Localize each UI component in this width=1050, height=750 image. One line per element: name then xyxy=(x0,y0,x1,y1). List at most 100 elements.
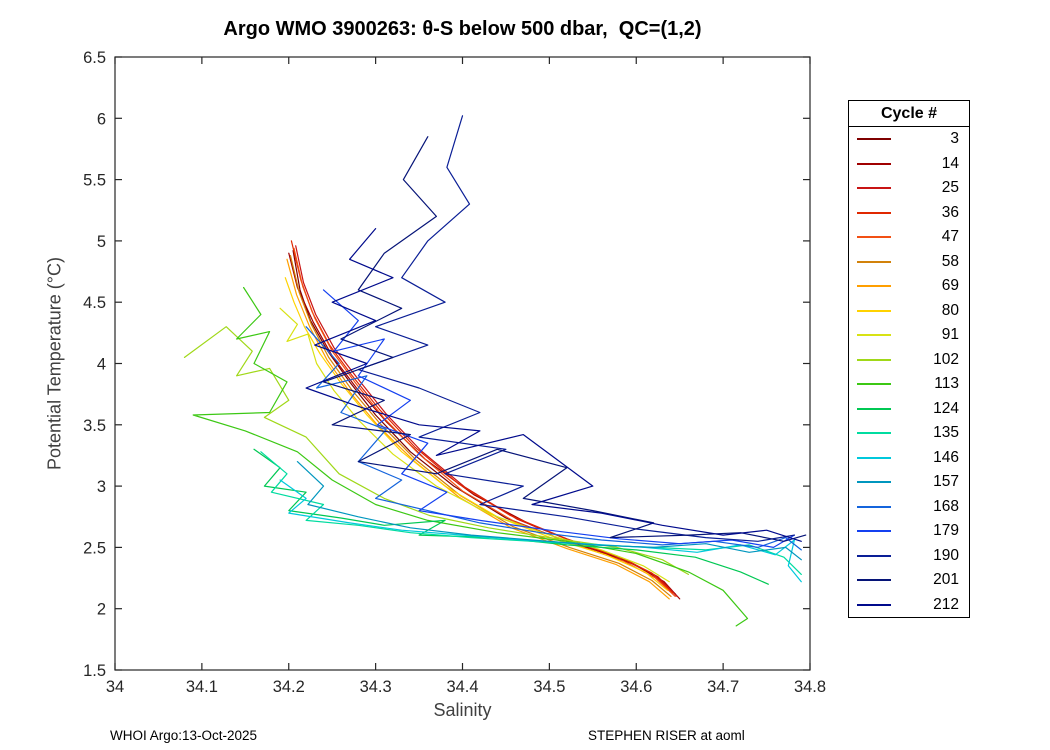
legend-label: 3 xyxy=(950,130,959,148)
legend-label: 157 xyxy=(933,473,959,491)
legend-row-cycle-190: 190 xyxy=(849,544,969,569)
y-tick-label: 2.5 xyxy=(83,539,106,557)
series-line-cycle-157 xyxy=(296,461,802,561)
legend-line-sample xyxy=(857,162,891,165)
legend-line-sample xyxy=(857,358,891,361)
legend-line-sample xyxy=(857,211,891,214)
legend-label: 146 xyxy=(933,448,959,466)
x-tick-label: 34.2 xyxy=(273,678,305,696)
legend-row-cycle-47: 47 xyxy=(849,225,969,250)
legend-line-sample xyxy=(857,285,891,288)
series-line-cycle-124 xyxy=(253,448,769,585)
footer-credit-right: STEPHEN RISER at aoml xyxy=(588,728,745,743)
legend-label: 168 xyxy=(933,497,959,515)
legend-label: 102 xyxy=(933,350,959,368)
y-tick-label: 5.5 xyxy=(83,172,106,190)
legend-label: 91 xyxy=(941,326,959,344)
legend-line-sample xyxy=(857,334,891,337)
y-tick-label: 1.5 xyxy=(83,662,106,680)
x-tick-label: 34.1 xyxy=(186,678,218,696)
x-tick-label: 34 xyxy=(106,678,124,696)
legend-row-cycle-14: 14 xyxy=(849,152,969,177)
footer-credit-left: WHOI Argo:13-Oct-2025 xyxy=(110,728,258,743)
series-line-cycle-25 xyxy=(295,245,678,598)
legend-row-cycle-124: 124 xyxy=(849,397,969,422)
series-line-cycle-58 xyxy=(289,255,672,598)
legend-row-cycle-179: 179 xyxy=(849,519,969,544)
legend-rows: 3 14 25 36 47 58 69 80 91 102 113 124 135 146 157 168 17… xyxy=(849,127,969,617)
x-tick-label: 34.8 xyxy=(794,678,826,696)
legend-row-cycle-102: 102 xyxy=(849,348,969,373)
series-line-cycle-80 xyxy=(284,277,669,591)
legend-row-cycle-69: 69 xyxy=(849,274,969,299)
legend-label: 58 xyxy=(941,252,959,270)
legend-label: 36 xyxy=(941,203,959,221)
legend-line-sample xyxy=(857,407,891,410)
series-line-cycle-168 xyxy=(305,326,802,551)
y-tick-label: 4.5 xyxy=(83,294,106,312)
y-tick-label: 6.5 xyxy=(83,49,106,67)
legend-row-cycle-3: 3 xyxy=(849,127,969,152)
legend-line-sample xyxy=(857,456,891,459)
axes-box xyxy=(114,56,811,671)
legend-line-sample xyxy=(857,603,891,606)
legend-row-cycle-91: 91 xyxy=(849,323,969,348)
legend-line-sample xyxy=(857,481,891,484)
chart-title: Argo WMO 3900263: θ-S below 500 dbar, QC… xyxy=(223,18,702,40)
legend-line-sample xyxy=(857,187,891,190)
legend-title: Cycle # xyxy=(849,101,969,127)
series-line-cycle-179 xyxy=(322,289,796,549)
legend-line-sample xyxy=(857,309,891,312)
legend-label: 69 xyxy=(941,277,959,295)
legend-label: 80 xyxy=(941,301,959,319)
y-axis-label: Potential Temperature (°C) xyxy=(44,257,65,470)
y-tick-label: 3.5 xyxy=(83,417,106,435)
legend-line-sample xyxy=(857,554,891,557)
y-tick-label: 6 xyxy=(97,110,106,128)
series-line-cycle-91 xyxy=(279,307,670,583)
series-line-cycle-3 xyxy=(292,250,676,595)
legend-row-cycle-36: 36 xyxy=(849,201,969,226)
series-line-cycle-113 xyxy=(192,286,749,627)
legend-row-cycle-25: 25 xyxy=(849,176,969,201)
y-tick-label: 3 xyxy=(97,478,106,496)
series-line-cycle-212 xyxy=(305,228,802,542)
series-line-cycle-102 xyxy=(183,326,690,576)
series-line-cycle-14 xyxy=(288,252,681,600)
legend-label: 113 xyxy=(934,375,959,393)
legend-row-cycle-201: 201 xyxy=(849,568,969,593)
legend-row-cycle-168: 168 xyxy=(849,495,969,520)
x-axis-label: Salinity xyxy=(433,700,492,720)
legend-line-sample xyxy=(857,505,891,508)
legend-row-cycle-135: 135 xyxy=(849,421,969,446)
legend-label: 14 xyxy=(941,154,959,172)
legend-row-cycle-113: 113 xyxy=(849,372,969,397)
legend-line-sample xyxy=(857,260,891,263)
legend-line-sample xyxy=(857,432,891,435)
legend-label: 47 xyxy=(941,228,959,246)
legend-label: 179 xyxy=(933,522,959,540)
legend-line-sample xyxy=(857,383,891,386)
legend-label: 190 xyxy=(933,546,959,564)
legend-row-cycle-146: 146 xyxy=(849,446,969,471)
y-tick-label: 4 xyxy=(97,356,106,374)
legend-row-cycle-58: 58 xyxy=(849,250,969,275)
series-line-cycle-135 xyxy=(260,451,802,576)
legend-label: 25 xyxy=(941,179,959,197)
x-tick-label: 34.3 xyxy=(360,678,392,696)
legend-row-cycle-157: 157 xyxy=(849,470,969,495)
legend-line-sample xyxy=(857,236,891,239)
legend-label: 212 xyxy=(933,595,959,613)
series-line-cycle-47 xyxy=(293,247,676,598)
legend-line-sample xyxy=(857,579,891,582)
x-tick-label: 34.5 xyxy=(533,678,565,696)
legend-line-sample xyxy=(857,530,891,533)
legend: Cycle # 3 14 25 36 47 58 69 80 91 102 113 124 135 146… xyxy=(848,100,970,618)
series-line-cycle-201 xyxy=(322,136,807,542)
y-tick-label: 2 xyxy=(97,601,106,619)
legend-label: 201 xyxy=(933,571,959,589)
legend-row-cycle-212: 212 xyxy=(849,593,969,618)
series-line-cycle-190 xyxy=(357,115,796,542)
